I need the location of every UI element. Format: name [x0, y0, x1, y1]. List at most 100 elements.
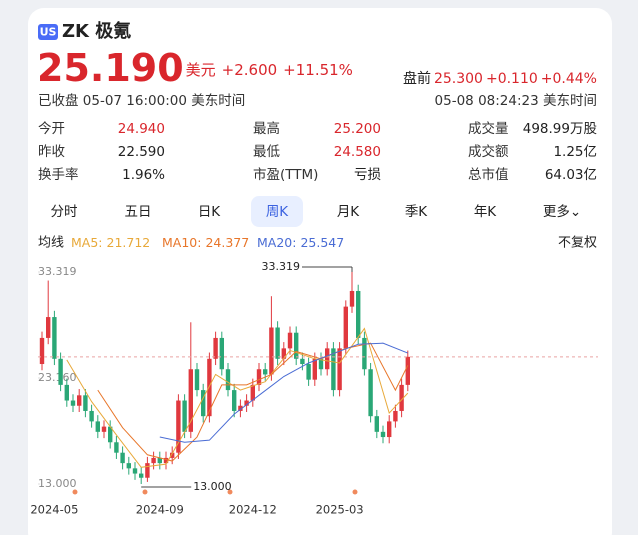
candle-body — [39, 337, 45, 365]
candle-body — [225, 369, 231, 391]
candle-body — [232, 390, 237, 411]
candle-body — [151, 457, 156, 464]
stat-label: 成交量 — [468, 120, 509, 137]
tab[interactable]: 日K — [198, 204, 221, 220]
candle-body — [114, 442, 119, 453]
ma-value: 21.712 — [107, 235, 151, 250]
candle-body — [399, 384, 404, 411]
ma-value: 25.547 — [300, 235, 344, 250]
candle-body — [325, 348, 330, 370]
ma-legend: MA10: 24.377 — [162, 235, 249, 250]
candle-body — [331, 348, 336, 391]
candle-body — [170, 452, 175, 458]
candle-body — [139, 473, 144, 478]
stat-value: 498.99万股 — [523, 121, 598, 137]
event-dot[interactable] — [227, 489, 233, 495]
candle-body — [219, 337, 224, 370]
candle-body — [83, 395, 88, 411]
candle-body — [163, 457, 169, 464]
y-tick-label: 23.160 — [38, 371, 77, 384]
stat-value: 25.200 — [334, 121, 381, 137]
tab[interactable]: 更多⌄ — [543, 203, 581, 220]
candle-body — [46, 317, 51, 338]
max-label: 33.319 — [262, 260, 301, 273]
candle-body — [263, 369, 268, 375]
stat-label: 昨收 — [38, 144, 65, 160]
min-label: 13.000 — [193, 480, 232, 493]
candle-body — [287, 332, 293, 349]
active-tab-bg — [251, 196, 303, 227]
candle-body — [58, 358, 63, 385]
tab[interactable]: 月K — [337, 204, 360, 220]
adjust-mode[interactable]: 不复权 — [558, 235, 597, 251]
candle-body — [126, 463, 131, 469]
event-dot[interactable] — [72, 489, 78, 495]
tab[interactable]: 季K — [405, 204, 428, 220]
tab[interactable]: 年K — [474, 204, 497, 220]
x-tick-label: 2024-05 — [30, 503, 78, 517]
price: 25.190 — [37, 46, 184, 90]
y-tick-label: 13.000 — [38, 477, 77, 490]
candle-body — [64, 384, 69, 401]
stat-value: 1.96% — [122, 167, 165, 183]
stat-value: 1.25亿 — [553, 144, 597, 160]
candle-body — [182, 400, 187, 432]
market-badge — [38, 24, 58, 40]
stat-label: 成交额 — [468, 143, 509, 160]
candle-body — [349, 290, 355, 307]
candle-body — [77, 395, 82, 406]
premarket-line: 盘前 25.300 +0.110 +0.44% — [403, 70, 597, 87]
ma-legend: MA5: 21.712 — [71, 235, 150, 250]
candle-body — [275, 327, 280, 359]
candle-body — [108, 426, 113, 443]
ma-value: 24.377 — [205, 235, 249, 250]
stock-name: ZK 极氪 — [62, 20, 131, 42]
x-tick-label: 2024-09 — [136, 503, 184, 517]
candle-body — [306, 364, 311, 380]
tab[interactable]: 五日 — [125, 204, 152, 220]
candle-body — [176, 400, 181, 453]
status: 已收盘 05-07 16:00:00 美东时间 — [38, 92, 245, 109]
candle-body — [337, 348, 342, 391]
candle-body — [213, 337, 218, 359]
change: +2.600 — [222, 61, 278, 79]
candle-body — [362, 337, 367, 370]
stat-label: 今开 — [38, 121, 65, 137]
stat-label: 总市值 — [468, 166, 509, 183]
candle-body — [89, 410, 94, 422]
y-tick-label: 33.319 — [38, 265, 77, 278]
event-dot[interactable] — [352, 489, 358, 495]
candle-body — [312, 358, 317, 380]
ma-line — [159, 342, 408, 443]
x-tick-label: 2025-03 — [316, 503, 364, 517]
event-dot[interactable] — [142, 489, 148, 495]
premarket-label: 盘前 — [403, 70, 431, 87]
ma-legend: MA20: 25.547 — [257, 235, 344, 250]
tab[interactable]: 分时 — [51, 204, 78, 220]
candle-body — [145, 463, 150, 478]
candle-body — [157, 457, 162, 464]
stat-label: 换手率 — [38, 166, 79, 183]
ma-name: MA20: — [257, 235, 296, 250]
ma-name: MA10: — [162, 235, 201, 250]
premarket-change: +0.110 — [486, 71, 538, 87]
ma-line — [66, 327, 409, 468]
currency: 美元 — [186, 61, 216, 79]
candle-body — [300, 358, 305, 365]
premarket-price: 25.300 — [434, 71, 483, 87]
candle-body — [374, 416, 379, 432]
tab[interactable]: 周K — [266, 204, 289, 220]
stat-label: 最低 — [253, 144, 280, 160]
ma-label: 均线 — [38, 236, 64, 251]
premarket-time: 05-08 08:24:23 美东时间 — [435, 93, 597, 109]
premarket-pct: +0.44% — [541, 71, 597, 87]
stat-value: 64.03亿 — [545, 167, 597, 183]
candle-body — [269, 327, 274, 375]
candle-body — [194, 369, 200, 391]
candle-body — [250, 384, 255, 401]
stat-value: 亏损 — [354, 167, 381, 183]
candle-body — [256, 369, 262, 385]
candle-body — [281, 348, 286, 359]
candle-body — [356, 290, 361, 338]
